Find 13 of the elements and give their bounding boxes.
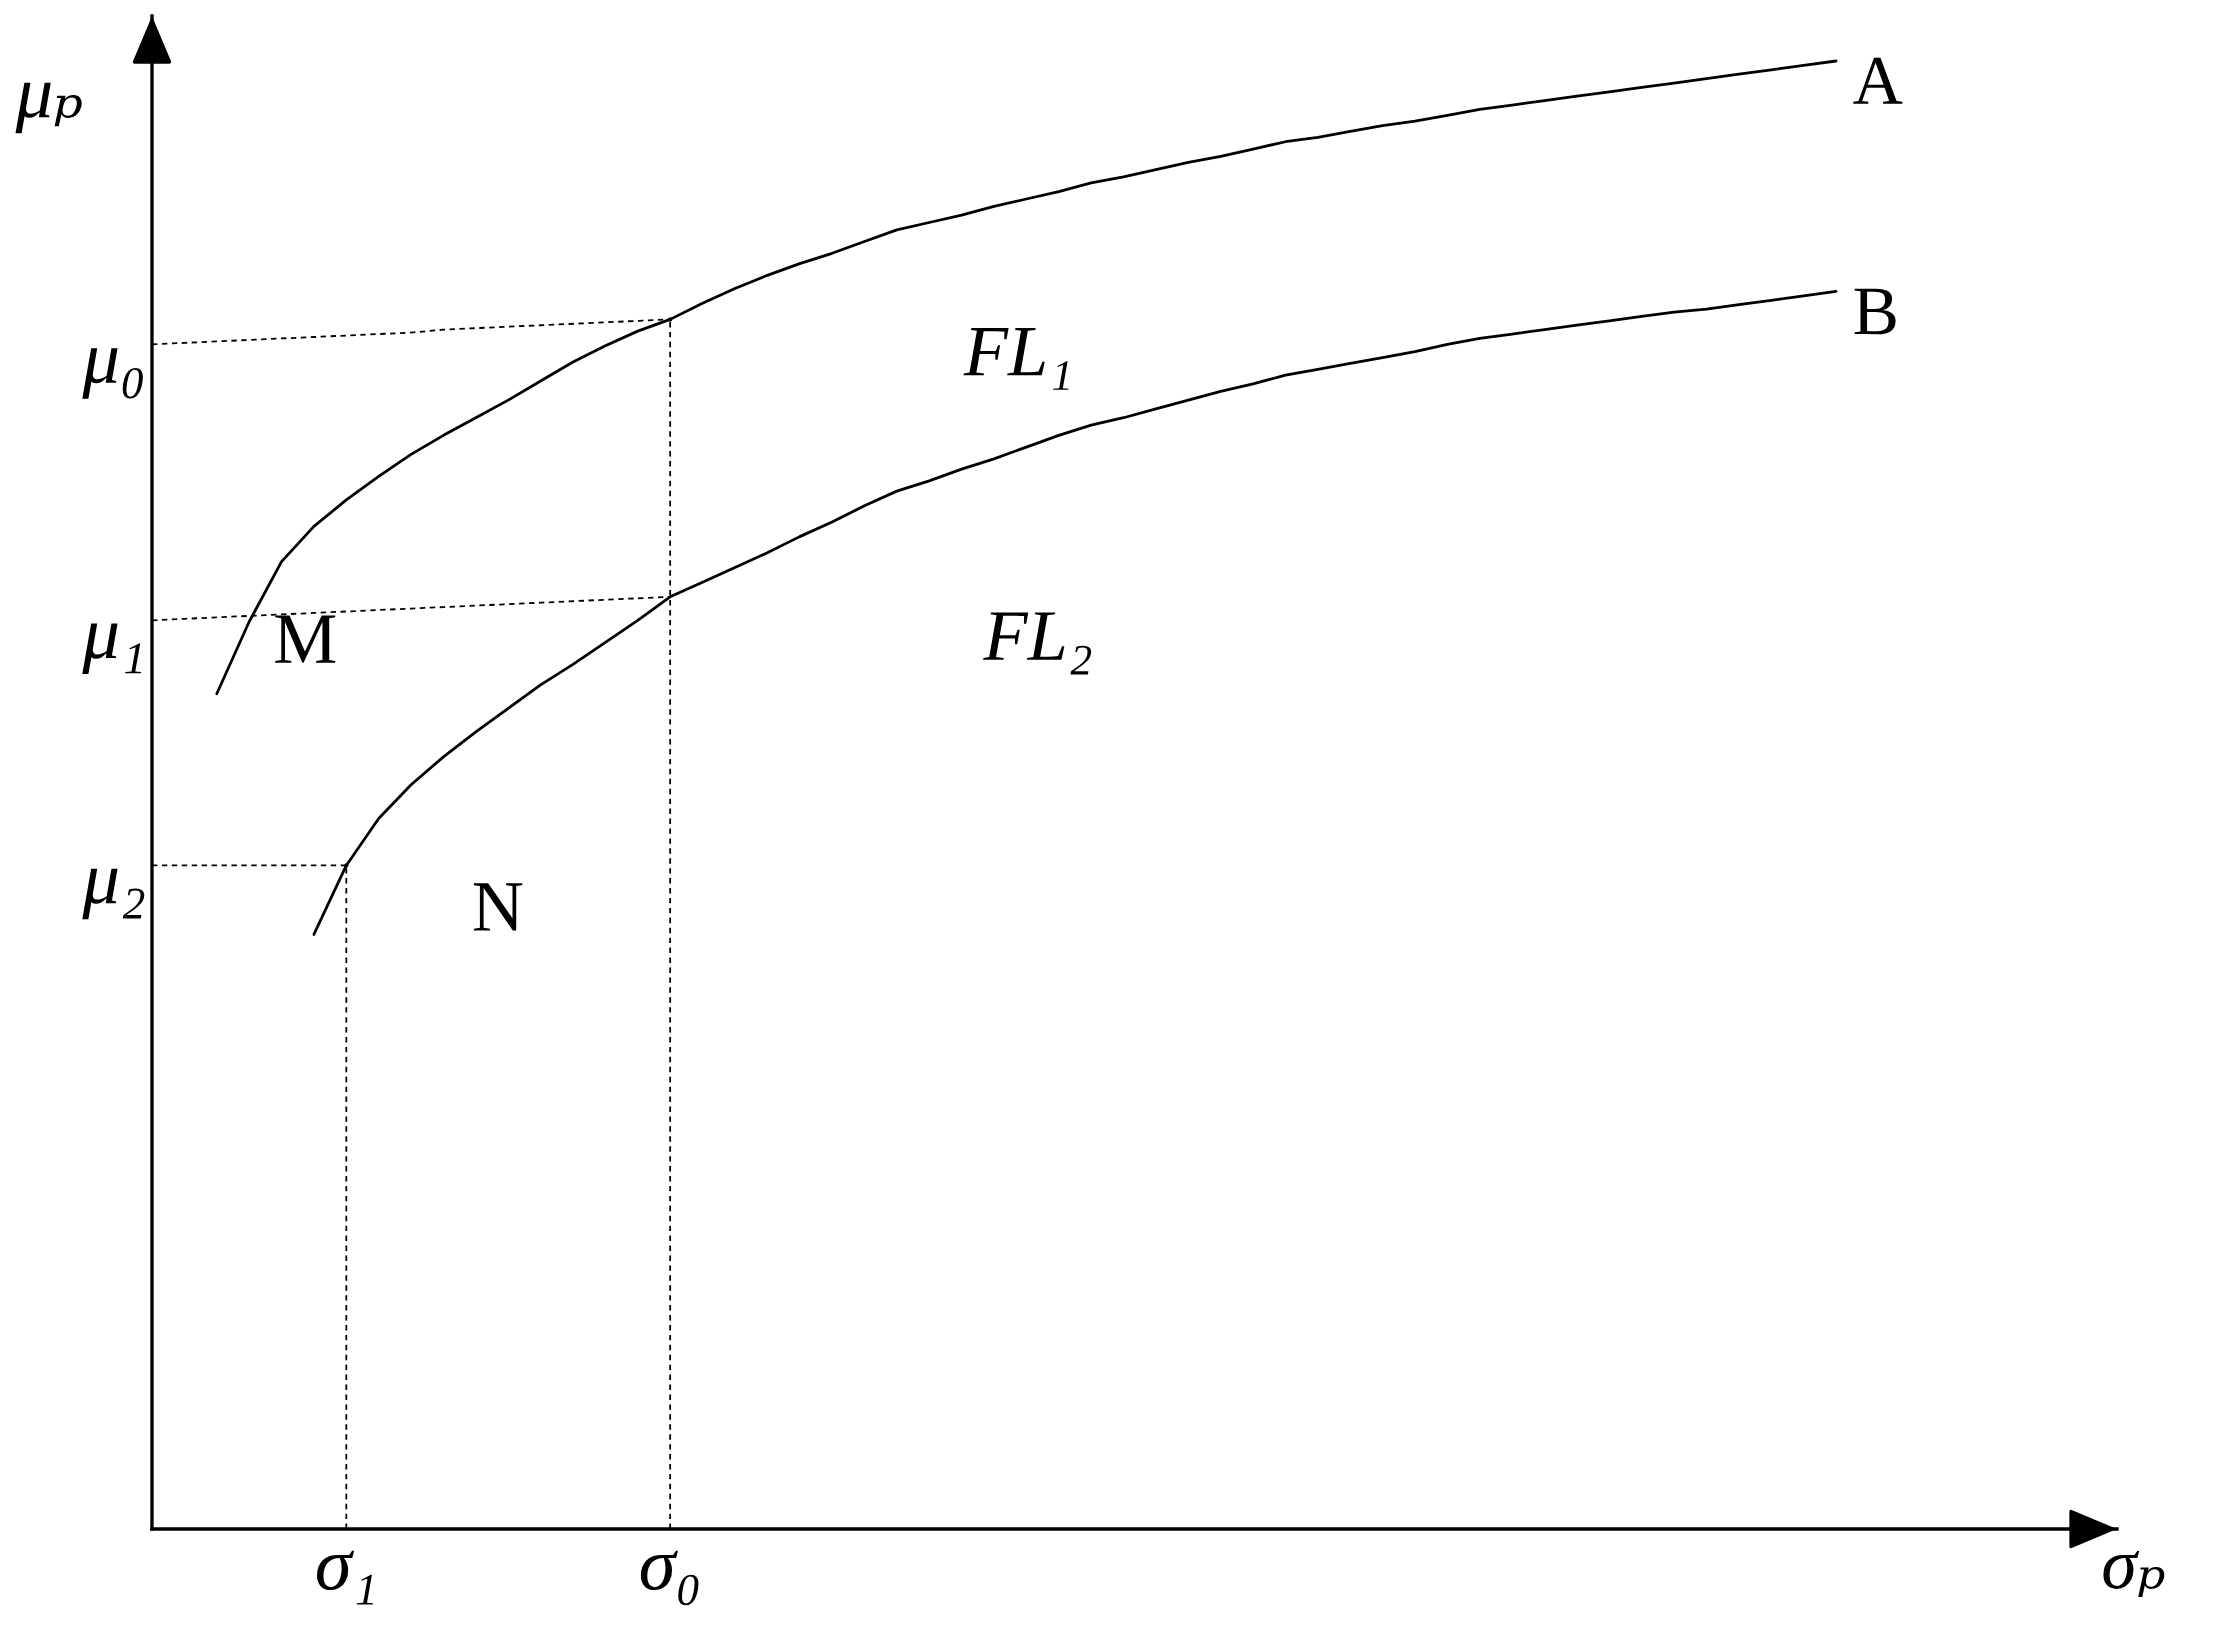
annotation: FL₁ [963,328,1069,390]
x-axis-title: σₚ [2103,1550,2165,1597]
annotation: μ₁ [82,623,142,675]
annotation: μ₂ [82,868,145,920]
annotation: FL₂ [983,612,1092,675]
series-label: B [1854,288,1896,335]
annotation: N [473,883,523,931]
x-tick-label: σ₁ [317,1550,373,1605]
series-label: A [1853,57,1903,104]
y-axis-title: μₚ [15,82,82,134]
annotation: M [275,615,336,663]
annotation: μ₀ [82,348,143,399]
x-tick-label: σ₀ [640,1550,699,1606]
